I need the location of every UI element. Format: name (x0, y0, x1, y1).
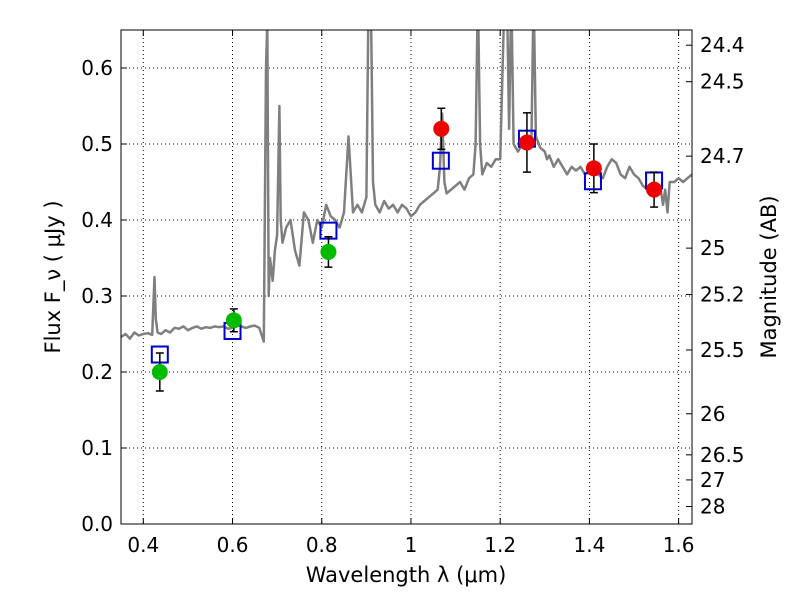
y-tick-label: 0.4 (81, 208, 113, 232)
observed-point (225, 312, 242, 329)
y-tick-label: 0.2 (81, 360, 113, 384)
x-tick-label: 1.4 (573, 533, 605, 557)
right-axis-title: Magnitude (AB) (757, 195, 781, 358)
y-tick-label: 0.5 (81, 132, 113, 156)
x-tick-label: 1.2 (484, 533, 516, 557)
observed-point (646, 181, 663, 198)
x-axis-title: Wavelength λ (μm) (306, 563, 507, 587)
right-tick-label: 24.7 (700, 144, 745, 168)
right-tick-label: 24.5 (700, 70, 745, 94)
right-tick-label: 26 (700, 402, 725, 426)
x-tick-label: 0.8 (306, 533, 338, 557)
plot-background (121, 30, 692, 524)
observed-point (518, 134, 535, 151)
ticks: 0.4 0.6 0.8 1 1.2 1.4 1.6 0.0 0.1 0.2 0.3 0.4 0.5 0.6… (81, 30, 745, 557)
y-tick-label: 0.6 (81, 56, 113, 80)
right-tick-label: 25.5 (700, 338, 745, 362)
observed-point (433, 120, 450, 137)
x-tick-label: 0.6 (217, 533, 249, 557)
right-tick-label: 27 (700, 468, 725, 492)
x-tick-label: 1 (405, 533, 418, 557)
right-tick-label: 25 (700, 236, 725, 260)
y-tick-label: 0.1 (81, 436, 113, 460)
plot-frame (120, 29, 693, 525)
observed-point (151, 364, 168, 380)
x-tick-label: 0.4 (127, 533, 159, 557)
error-bars (151, 107, 663, 392)
observed-point (320, 243, 337, 260)
x-tick-label: 1.6 (663, 533, 695, 557)
right-tick-label: 24.4 (700, 33, 745, 57)
y-axis-title: Flux F_ν ( μJy ) (41, 200, 66, 353)
right-tick-label: 28 (700, 495, 725, 519)
observed-point (585, 160, 602, 177)
model-square-point (431, 151, 450, 170)
right-tick-label: 26.5 (700, 443, 745, 467)
y-tick-label: 0.3 (81, 284, 113, 308)
right-tick-label: 25.2 (700, 282, 745, 306)
y-tick-label: 0.0 (81, 512, 113, 536)
